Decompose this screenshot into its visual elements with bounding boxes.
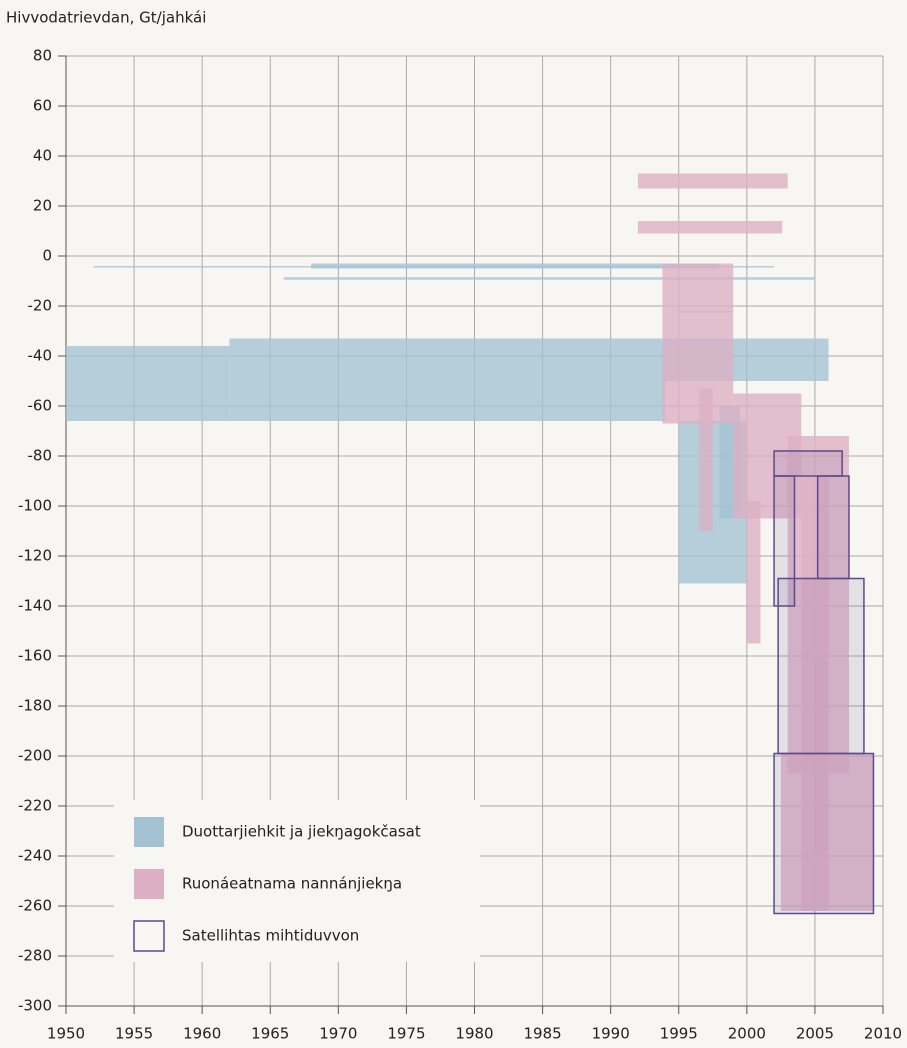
y-tick-label: -300 — [18, 997, 52, 1015]
y-tick-label: -240 — [18, 847, 52, 865]
x-tick-label: 1950 — [47, 1025, 85, 1043]
legend-swatch — [134, 817, 164, 847]
y-tick-label: 80 — [33, 47, 52, 65]
y-tick-label: -200 — [18, 747, 52, 765]
legend-box — [114, 800, 480, 962]
range-box — [773, 475, 796, 607]
legend-swatch — [133, 920, 165, 952]
y-tick-label: -80 — [28, 447, 53, 465]
x-tick-label: 1980 — [455, 1025, 493, 1043]
range-box — [637, 173, 788, 189]
range-box — [773, 450, 843, 477]
range-box — [66, 346, 230, 421]
y-tick-label: -60 — [28, 397, 53, 415]
range-box — [637, 221, 783, 234]
y-tick-label: -100 — [18, 497, 52, 515]
x-tick-label: 1990 — [592, 1025, 630, 1043]
x-tick-label: 2000 — [728, 1025, 766, 1043]
range-box — [662, 263, 734, 424]
y-tick-label: -120 — [18, 547, 52, 565]
legend-swatch — [134, 869, 164, 899]
y-tick-label: 40 — [33, 147, 52, 165]
y-tick-label: -220 — [18, 797, 52, 815]
y-tick-label: -20 — [28, 297, 53, 315]
x-tick-label: 1960 — [183, 1025, 221, 1043]
range-box — [777, 577, 865, 755]
legend-label: Satellihtas mihtiduvvon — [182, 927, 359, 945]
y-tick-label: 20 — [33, 197, 52, 215]
x-tick-label: 1975 — [387, 1025, 425, 1043]
x-tick-label: 2005 — [796, 1025, 834, 1043]
range-box — [816, 475, 850, 580]
y-tick-label: -40 — [28, 347, 53, 365]
legend: Duottarjiehkit ja jiekŋagokčasat Ruonáeat… — [114, 800, 480, 962]
range-box — [283, 277, 815, 280]
legend-label: Ruonáeatnama nannánjiekŋa — [182, 875, 402, 893]
range-box — [229, 381, 666, 421]
y-tick-label: 0 — [42, 247, 52, 265]
legend-label: Duottarjiehkit ja jiekŋagokčasat — [182, 823, 421, 841]
y-tick-label: -260 — [18, 897, 52, 915]
x-tick-label: 1970 — [319, 1025, 357, 1043]
range-box — [773, 752, 875, 915]
x-tick-label: 1985 — [523, 1025, 561, 1043]
range-box — [814, 661, 829, 851]
x-tick-label: 1965 — [251, 1025, 289, 1043]
y-tick-label: 60 — [33, 97, 52, 115]
y-tick-label: -140 — [18, 597, 52, 615]
range-box — [746, 501, 761, 644]
y-tick-label: -280 — [18, 947, 52, 965]
x-tick-label: 1955 — [115, 1025, 153, 1043]
x-tick-label: 2010 — [864, 1025, 902, 1043]
range-box — [699, 388, 713, 531]
range-box — [229, 338, 829, 381]
y-axis-label: Hivvodatrievdan, Gt/jahkái — [6, 9, 206, 27]
x-tick-label: 1995 — [660, 1025, 698, 1043]
range-box — [311, 263, 720, 269]
y-tick-label: -160 — [18, 647, 52, 665]
y-tick-label: -180 — [18, 697, 52, 715]
